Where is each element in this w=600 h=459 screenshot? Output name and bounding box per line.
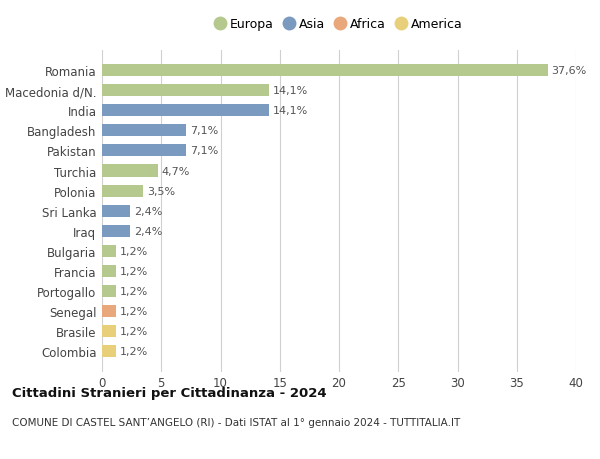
Text: 7,1%: 7,1%	[190, 146, 218, 156]
Text: 1,2%: 1,2%	[120, 306, 148, 316]
Text: 3,5%: 3,5%	[147, 186, 175, 196]
Bar	[102, 145, 186, 157]
Text: 1,2%: 1,2%	[120, 286, 148, 296]
Bar	[102, 105, 269, 117]
Text: 1,2%: 1,2%	[120, 246, 148, 256]
Text: 7,1%: 7,1%	[190, 126, 218, 136]
Bar	[102, 65, 548, 77]
Bar	[102, 85, 269, 97]
Bar	[102, 125, 186, 137]
Text: Cittadini Stranieri per Cittadinanza - 2024: Cittadini Stranieri per Cittadinanza - 2…	[12, 386, 326, 399]
Text: 1,2%: 1,2%	[120, 346, 148, 356]
Bar	[102, 285, 116, 297]
Bar	[102, 205, 130, 217]
Text: 37,6%: 37,6%	[551, 66, 586, 76]
Bar	[102, 185, 143, 197]
Bar	[102, 305, 116, 317]
Text: 1,2%: 1,2%	[120, 266, 148, 276]
Text: 2,4%: 2,4%	[134, 226, 163, 236]
Bar	[102, 225, 130, 237]
Text: 14,1%: 14,1%	[272, 86, 308, 96]
Bar	[102, 325, 116, 337]
Bar	[102, 345, 116, 357]
Bar	[102, 245, 116, 257]
Bar	[102, 265, 116, 277]
Text: 14,1%: 14,1%	[272, 106, 308, 116]
Legend: Europa, Asia, Africa, America: Europa, Asia, Africa, America	[215, 18, 463, 31]
Bar	[102, 165, 158, 177]
Text: 1,2%: 1,2%	[120, 326, 148, 336]
Text: 4,7%: 4,7%	[161, 166, 190, 176]
Text: 2,4%: 2,4%	[134, 206, 163, 216]
Text: COMUNE DI CASTEL SANT’ANGELO (RI) - Dati ISTAT al 1° gennaio 2024 - TUTTITALIA.I: COMUNE DI CASTEL SANT’ANGELO (RI) - Dati…	[12, 417, 460, 427]
